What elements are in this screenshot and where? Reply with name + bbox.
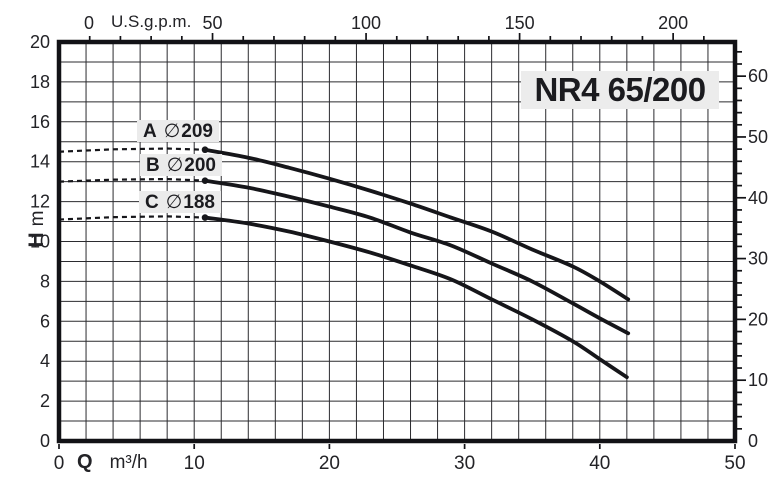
bottom-tick-label: 50 (724, 453, 745, 474)
right-tick-label: 30 (748, 249, 768, 269)
right-tick-label: 50 (748, 127, 768, 147)
left-tick-label: 18 (30, 72, 50, 92)
left-tick-label: 6 (40, 311, 50, 331)
left-tick-label: 14 (30, 152, 50, 172)
curve-C-start-dot (201, 214, 209, 221)
curve-letter: C (145, 192, 159, 213)
left-tick-label: 16 (30, 112, 50, 132)
right-tick-label: 40 (748, 188, 768, 208)
bottom-tick-label: 20 (319, 453, 340, 474)
curve-label-A: A ∅209 (137, 120, 219, 142)
diameter-value: 188 (183, 192, 215, 213)
bottom-axis-unit: m³/h (109, 452, 148, 473)
curve-C (203, 215, 629, 380)
left-tick-label: 0 (40, 431, 50, 451)
curve-label-C: C ∅188 (139, 191, 221, 213)
top-tick-label: 0 (84, 13, 94, 33)
curve-A (203, 147, 631, 302)
bottom-axis-symbol: Q (77, 451, 93, 473)
left-axis-label: Hm (2, 194, 72, 264)
curve-C-dashed (58, 215, 206, 221)
bottom-tick-label: 0 (54, 453, 65, 474)
left-axis-unit: m (27, 210, 48, 227)
chart-title: NR4 65/200 (521, 71, 719, 109)
left-tick-label: 2 (40, 391, 50, 411)
top-axis-unit-label: U.S.g.p.m. (111, 12, 192, 31)
curve-letter: B (146, 155, 160, 176)
bottom-tick-label: 30 (454, 453, 475, 474)
right-tick-label: 20 (748, 309, 768, 329)
left-tick-label: 8 (40, 271, 50, 291)
left-tick-label: 4 (40, 351, 50, 371)
diameter-icon: ∅ (166, 154, 184, 176)
curve-B-dashed (58, 177, 206, 183)
left-tick-label: 10 (30, 232, 50, 252)
curve-A-start-dot (201, 146, 209, 154)
left-axis-symbol: H (25, 232, 48, 248)
bottom-tick-label: 10 (184, 453, 205, 474)
top-tick-label: 150 (505, 13, 535, 33)
left-tick-label: 12 (30, 192, 50, 212)
curve-label-B: B ∅200 (140, 154, 222, 176)
curve-letter: A (143, 121, 157, 142)
diameter-icon: ∅ (163, 120, 181, 142)
curve-B (203, 178, 631, 336)
curve-A-dashed (58, 147, 206, 153)
top-tick-label: 100 (351, 13, 381, 33)
left-tick-label: 20 (30, 32, 50, 52)
curve-B-start-dot (201, 177, 209, 184)
right-tick-label: 0 (748, 431, 758, 451)
top-tick-label: 200 (658, 13, 688, 33)
top-tick-label: 50 (203, 13, 223, 33)
bottom-tick-label: 40 (589, 453, 610, 474)
diameter-value: 209 (181, 121, 213, 142)
right-tick-label: 10 (748, 370, 768, 390)
plot-frame (56, 39, 738, 444)
diameter-icon: ∅ (165, 191, 183, 213)
right-tick-label: 60 (748, 66, 768, 86)
diameter-value: 200 (184, 155, 216, 176)
